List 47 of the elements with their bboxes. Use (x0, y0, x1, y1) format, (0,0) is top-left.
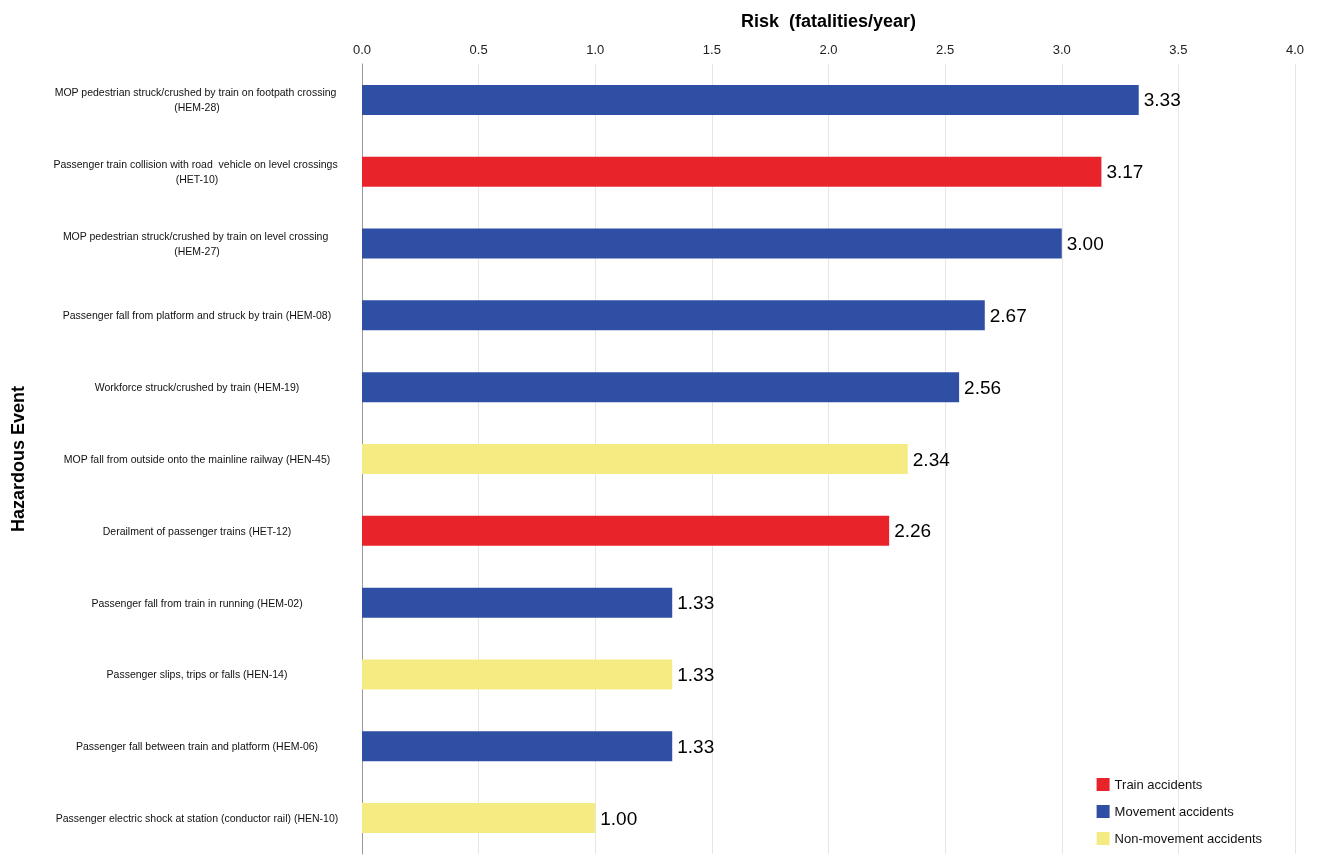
y-tick-label: Workforce struck/crushed by train (HEM-19) (94, 381, 300, 394)
bar (362, 300, 985, 331)
x-axis-title: Risk (fatalities/year) (740, 11, 917, 31)
data-label: 2.56 (964, 376, 1002, 398)
bar (362, 587, 673, 618)
bar (362, 444, 908, 474)
y-tick-label: MOP fall from outside onto the mainline railway (HEN-45) (63, 453, 331, 465)
x-tick-label: 2.5 (936, 42, 955, 57)
x-tick-label: 3.0 (1052, 42, 1071, 57)
data-label: 1.33 (677, 663, 715, 685)
bar (362, 372, 960, 403)
bar (362, 515, 890, 546)
bar (362, 228, 1062, 259)
data-label: 3.33 (1143, 89, 1181, 111)
data-label: 2.26 (894, 520, 932, 542)
data-label: 1.33 (677, 735, 715, 757)
data-label: 3.17 (1106, 161, 1144, 183)
data-label: 2.67 (989, 304, 1027, 326)
bar (362, 156, 1102, 187)
x-tick-label: 2.0 (819, 42, 838, 57)
y-axis-title: Hazardous Event (8, 385, 28, 533)
y-tick-label: Passenger fall between train and platform (HEM-06) (75, 740, 319, 753)
x-tick-label: 3.5 (1169, 42, 1188, 57)
bar (362, 731, 673, 762)
y-tick-label: MOP pedestrian struck/crushed by train on footpath crossing (HEM-28) (54, 86, 340, 114)
y-tick-label: Passenger electric shock at station (conductor rail) (HEN-10) (55, 812, 339, 825)
x-tick-label: 1.0 (586, 42, 605, 57)
y-tick-label: Derailment of passenger trains (HET-12) (102, 524, 292, 537)
x-tick-label: 1.5 (702, 42, 721, 57)
bar (362, 803, 596, 834)
y-tick-label: Passenger slips, trips or falls (HEN-14) (106, 668, 288, 681)
bar (362, 84, 1139, 115)
data-label: 1.00 (600, 807, 638, 829)
data-label: 2.34 (912, 448, 951, 470)
x-tick-label: 4.0 (1285, 42, 1305, 57)
y-tick-label: Passenger train collision with road vehicle on level crossings (HET-10) (53, 158, 341, 186)
y-tick-label: Passenger fall from train in running (HEM-02) (91, 596, 303, 609)
legend-label: Non-movement accidents (1114, 831, 1263, 846)
legend-label: Movement accidents (1114, 804, 1235, 819)
data-label: 1.33 (677, 592, 715, 614)
y-tick-label: Passenger fall from platform and struck by train (HEM-08) (62, 309, 332, 322)
bar (362, 659, 673, 690)
legend-label: Train accidents (1114, 777, 1203, 792)
y-tick-label: MOP pedestrian struck/crushed by train on level crossing (HEM-27) (62, 230, 332, 258)
data-label: 3.00 (1066, 233, 1104, 255)
x-tick-label: 0.5 (469, 42, 488, 57)
x-tick-label: 0.0 (352, 42, 372, 57)
